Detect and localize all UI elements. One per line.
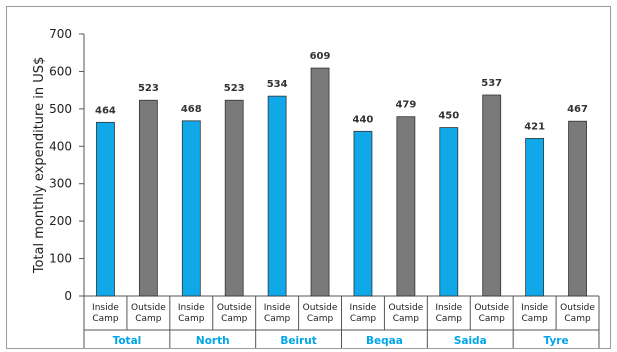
category-label: Inside [92, 303, 119, 313]
data-label: 523 [138, 83, 159, 94]
bar [310, 67, 330, 297]
category-label: Camp [307, 314, 334, 324]
category-label: Camp [393, 314, 420, 324]
data-label: 467 [567, 104, 588, 115]
group-label: Total [113, 335, 142, 347]
group-label: Tyre [544, 335, 569, 347]
category-label: Inside [350, 303, 377, 313]
data-label: 468 [181, 104, 202, 115]
data-label: 464 [95, 105, 116, 116]
data-label: 440 [353, 114, 374, 125]
category-label: Camp [350, 314, 377, 324]
category-label: Camp [564, 314, 591, 324]
category-label: Camp [436, 314, 463, 324]
category-label: Outside [474, 303, 509, 313]
group-label: Beqaa [366, 335, 403, 347]
category-label: Camp [92, 314, 119, 324]
y-axis-label: Total monthly expenditure in US$ [32, 57, 47, 275]
group-label: North [196, 335, 230, 347]
data-label: 421 [524, 121, 545, 132]
category-label: Camp [178, 314, 205, 324]
category-label: Camp [264, 314, 291, 324]
category-label: Camp [479, 314, 506, 324]
bar [267, 95, 287, 297]
bar [525, 138, 545, 297]
group-label: Saida [454, 335, 487, 347]
category-label: Outside [303, 303, 338, 313]
y-tick-label: 700 [49, 27, 72, 41]
category-label: Outside [560, 303, 595, 313]
category-label: Inside [521, 303, 548, 313]
bar [181, 120, 201, 297]
category-label: Inside [435, 303, 462, 313]
y-tick-label: 500 [49, 102, 72, 116]
data-label: 609 [310, 51, 331, 62]
group-label: Beirut [280, 335, 316, 347]
data-label: 523 [224, 83, 245, 94]
bar [568, 120, 587, 297]
y-tick-label: 300 [49, 177, 72, 191]
category-label: Outside [131, 303, 166, 313]
data-label: 534 [267, 79, 288, 90]
y-tick-label: 200 [49, 214, 72, 228]
data-label: 450 [438, 111, 459, 122]
category-label: Inside [264, 303, 291, 313]
bar [396, 116, 416, 297]
category-label: Camp [135, 314, 162, 324]
category-label: Camp [521, 314, 548, 324]
y-tick-label: 600 [49, 64, 72, 78]
category-label: Camp [221, 314, 248, 324]
bar [353, 130, 373, 297]
data-label: 537 [481, 78, 502, 89]
bar [439, 127, 459, 297]
bar [224, 99, 244, 297]
y-tick-label: 0 [64, 289, 72, 303]
category-label: Outside [388, 303, 423, 313]
bar [138, 99, 158, 297]
bar [96, 121, 115, 297]
bar [482, 94, 502, 297]
data-label: 479 [395, 100, 416, 111]
category-label: Outside [217, 303, 252, 313]
category-label: Inside [178, 303, 205, 313]
y-tick-label: 400 [49, 139, 72, 153]
y-tick-label: 100 [49, 252, 72, 266]
